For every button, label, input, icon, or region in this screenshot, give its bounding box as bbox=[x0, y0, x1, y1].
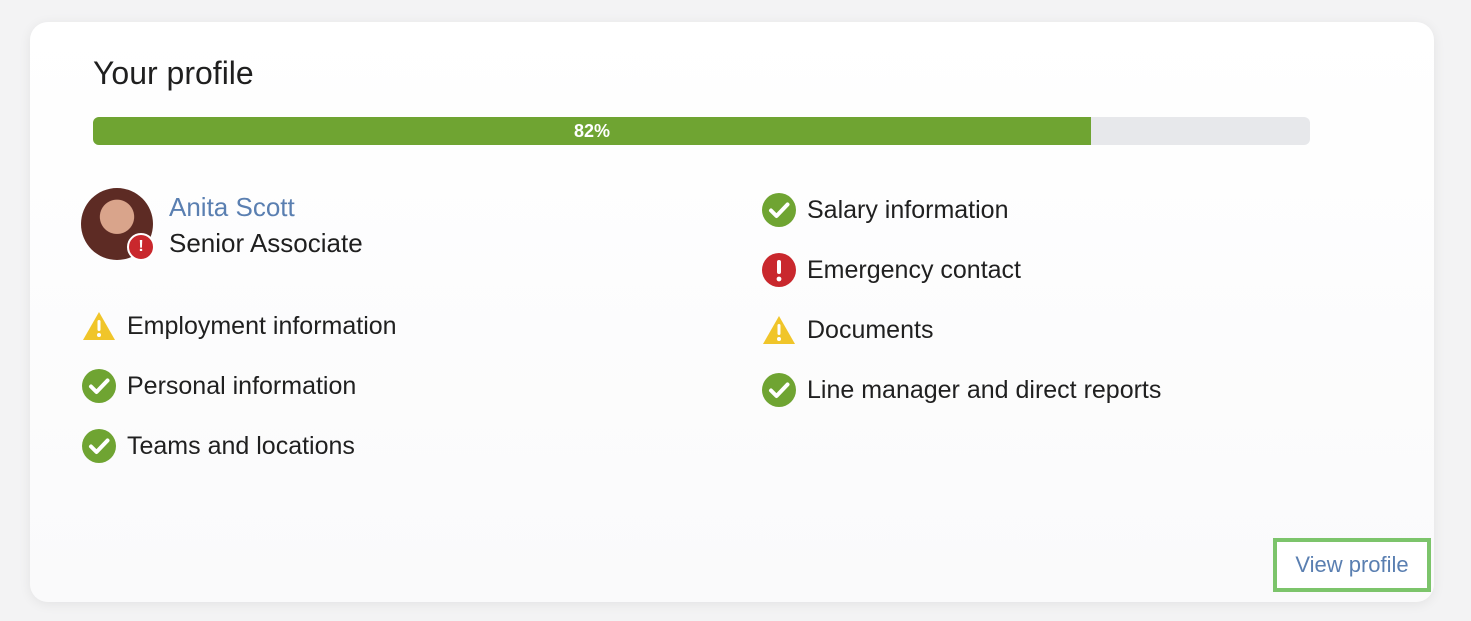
check-icon bbox=[81, 428, 117, 464]
view-profile-link[interactable]: View profile bbox=[1273, 538, 1431, 592]
warning-icon bbox=[81, 308, 117, 344]
checklist-item-salary-information[interactable]: Salary information bbox=[761, 192, 1008, 228]
check-icon bbox=[761, 372, 797, 408]
profile-progress-fill: 82% bbox=[93, 117, 1091, 145]
checklist-item-emergency-contact[interactable]: Emergency contact bbox=[761, 252, 1021, 288]
checklist-item-documents[interactable]: Documents bbox=[761, 312, 933, 348]
profile-card: Your profile 82% ! Anita Scott Senior As… bbox=[30, 22, 1434, 602]
profile-progress-bar: 82% bbox=[93, 117, 1310, 145]
user-role: Senior Associate bbox=[169, 228, 363, 258]
checklist-item-employment-information[interactable]: Employment information bbox=[81, 308, 397, 344]
checklist-item-label: Teams and locations bbox=[127, 431, 355, 460]
checklist-item-label: Employment information bbox=[127, 311, 397, 340]
warning-icon bbox=[761, 312, 797, 348]
view-profile-label: View profile bbox=[1295, 552, 1409, 577]
user-name-link[interactable]: Anita Scott bbox=[169, 192, 295, 222]
checklist-item-label: Documents bbox=[807, 315, 934, 344]
checklist-item-label: Emergency contact bbox=[807, 255, 1021, 284]
profile-progress-label: 82% bbox=[573, 120, 610, 141]
avatar-with-alert[interactable]: ! bbox=[81, 188, 155, 261]
checklist-item-label: Personal information bbox=[127, 371, 357, 400]
alert-badge-icon: ! bbox=[127, 233, 155, 261]
check-icon bbox=[761, 192, 797, 228]
check-icon bbox=[81, 368, 117, 404]
checklist-item-line-manager-and-direct-reports[interactable]: Line manager and direct reports bbox=[761, 372, 1161, 408]
checklist-item-personal-information[interactable]: Personal information bbox=[81, 368, 356, 404]
checklist-item-label: Salary information bbox=[807, 195, 1009, 224]
checklist-item-label: Line manager and direct reports bbox=[807, 375, 1162, 404]
card-title: Your profile bbox=[93, 55, 254, 91]
error-icon bbox=[761, 252, 797, 288]
checklist-item-teams-and-locations[interactable]: Teams and locations bbox=[81, 428, 355, 464]
